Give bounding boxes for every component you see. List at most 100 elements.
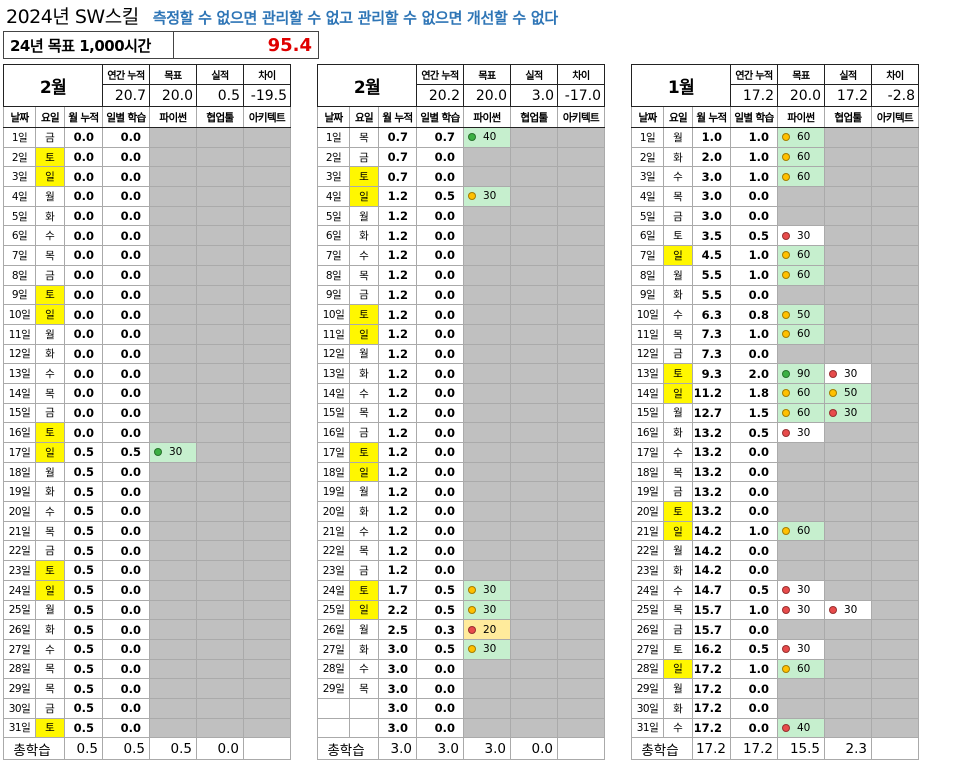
architect-cell[interactable] <box>243 442 291 463</box>
day-daily[interactable]: 0.0 <box>416 343 464 365</box>
collab-cell[interactable] <box>824 442 872 463</box>
collab-cell[interactable] <box>510 697 558 719</box>
day-daily[interactable]: 0.0 <box>416 560 464 581</box>
architect-cell[interactable] <box>871 717 919 739</box>
architect-cell[interactable] <box>243 323 291 345</box>
day-month-cum[interactable]: 7.3 <box>692 323 731 345</box>
day-month-cum[interactable]: 2.2 <box>378 599 417 621</box>
python-cell[interactable] <box>149 461 197 483</box>
day-daily[interactable]: 0.0 <box>730 284 778 306</box>
architect-cell[interactable] <box>557 579 605 601</box>
collab-cell[interactable] <box>824 481 872 503</box>
day-daily[interactable]: 1.0 <box>730 127 778 148</box>
day-month-cum[interactable]: 17.2 <box>692 678 731 699</box>
summary-value-target[interactable]: 20.0 <box>149 84 197 107</box>
collab-cell[interactable] <box>510 560 558 581</box>
collab-cell[interactable]: 30 <box>824 402 872 424</box>
python-cell[interactable] <box>463 323 511 345</box>
day-daily[interactable]: 0.0 <box>730 697 778 719</box>
day-daily[interactable]: 0.0 <box>416 264 464 286</box>
python-cell[interactable] <box>777 697 825 719</box>
python-cell[interactable] <box>777 461 825 483</box>
architect-cell[interactable] <box>871 678 919 699</box>
day-month-cum[interactable]: 0.7 <box>378 146 417 168</box>
day-daily[interactable]: 1.8 <box>730 382 778 404</box>
day-month-cum[interactable]: 0.7 <box>378 127 417 148</box>
python-cell[interactable] <box>777 619 825 640</box>
col-header-architect[interactable]: 아키텍트 <box>871 106 919 128</box>
python-cell[interactable]: 30 <box>149 442 197 463</box>
day-daily[interactable]: 0.5 <box>416 638 464 660</box>
day-month-cum[interactable]: 0.7 <box>378 166 417 188</box>
day-daily[interactable]: 0.0 <box>416 520 464 542</box>
architect-cell[interactable] <box>871 146 919 168</box>
collab-cell[interactable] <box>510 422 558 443</box>
python-cell[interactable]: 60 <box>777 520 825 542</box>
collab-cell[interactable] <box>824 540 872 562</box>
col-header-collab[interactable]: 협업툴 <box>510 106 558 128</box>
day-daily[interactable]: 0.0 <box>730 560 778 581</box>
day-daily[interactable]: 0.0 <box>416 363 464 384</box>
day-month-cum[interactable]: 1.2 <box>378 363 417 384</box>
collab-cell[interactable] <box>196 481 244 503</box>
day-month-cum[interactable]: 17.2 <box>692 697 731 719</box>
collab-cell[interactable] <box>196 225 244 247</box>
summary-value-target[interactable]: 20.0 <box>777 84 825 107</box>
python-cell[interactable] <box>149 501 197 522</box>
python-cell[interactable] <box>149 264 197 286</box>
day-month-cum[interactable]: 1.2 <box>378 245 417 266</box>
collab-cell[interactable] <box>824 697 872 719</box>
day-daily[interactable]: 0.0 <box>730 343 778 365</box>
collab-cell[interactable] <box>196 697 244 719</box>
col-header-weekday[interactable]: 요일 <box>349 106 379 128</box>
day-daily[interactable]: 0.0 <box>102 619 150 640</box>
architect-cell[interactable] <box>871 638 919 660</box>
python-cell[interactable]: 60 <box>777 146 825 168</box>
collab-cell[interactable] <box>196 520 244 542</box>
architect-cell[interactable] <box>557 540 605 562</box>
python-cell[interactable] <box>149 481 197 503</box>
collab-cell[interactable] <box>510 658 558 680</box>
total-daily[interactable]: 17.2 <box>730 737 778 760</box>
architect-cell[interactable] <box>557 382 605 404</box>
collab-cell[interactable] <box>510 363 558 384</box>
day-daily[interactable]: 1.0 <box>730 323 778 345</box>
python-cell[interactable]: 30 <box>463 599 511 621</box>
python-cell[interactable] <box>463 560 511 581</box>
collab-cell[interactable] <box>510 501 558 522</box>
architect-cell[interactable] <box>871 166 919 188</box>
day-daily[interactable]: 0.0 <box>102 363 150 384</box>
collab-cell[interactable] <box>824 304 872 325</box>
python-cell[interactable]: 30 <box>463 579 511 601</box>
collab-cell[interactable] <box>196 658 244 680</box>
day-daily[interactable]: 0.0 <box>102 658 150 680</box>
python-cell[interactable] <box>149 166 197 188</box>
architect-cell[interactable] <box>871 402 919 424</box>
python-cell[interactable] <box>149 343 197 365</box>
architect-cell[interactable] <box>557 501 605 522</box>
day-month-cum[interactable]: 1.2 <box>378 264 417 286</box>
day-daily[interactable]: 0.0 <box>730 717 778 739</box>
python-cell[interactable] <box>149 127 197 148</box>
day-month-cum[interactable]: 0.5 <box>64 520 103 542</box>
summary-value-yearly-cum[interactable]: 20.2 <box>416 84 464 107</box>
day-daily[interactable]: 0.3 <box>416 619 464 640</box>
collab-cell[interactable] <box>824 658 872 680</box>
day-daily[interactable]: 0.5 <box>730 422 778 443</box>
collab-cell[interactable] <box>196 166 244 188</box>
collab-cell[interactable] <box>196 619 244 640</box>
architect-cell[interactable] <box>557 166 605 188</box>
day-daily[interactable]: 0.7 <box>416 127 464 148</box>
day-month-cum[interactable]: 1.2 <box>378 442 417 463</box>
day-month-cum[interactable]: 13.2 <box>692 501 731 522</box>
python-cell[interactable]: 30 <box>463 186 511 207</box>
day-daily[interactable]: 0.0 <box>416 540 464 562</box>
python-cell[interactable] <box>463 225 511 247</box>
day-daily[interactable]: 0.0 <box>730 442 778 463</box>
collab-cell[interactable] <box>824 323 872 345</box>
collab-cell[interactable] <box>196 127 244 148</box>
collab-cell[interactable] <box>196 323 244 345</box>
collab-cell[interactable] <box>824 461 872 483</box>
python-cell[interactable]: 60 <box>777 245 825 266</box>
architect-cell[interactable] <box>243 481 291 503</box>
